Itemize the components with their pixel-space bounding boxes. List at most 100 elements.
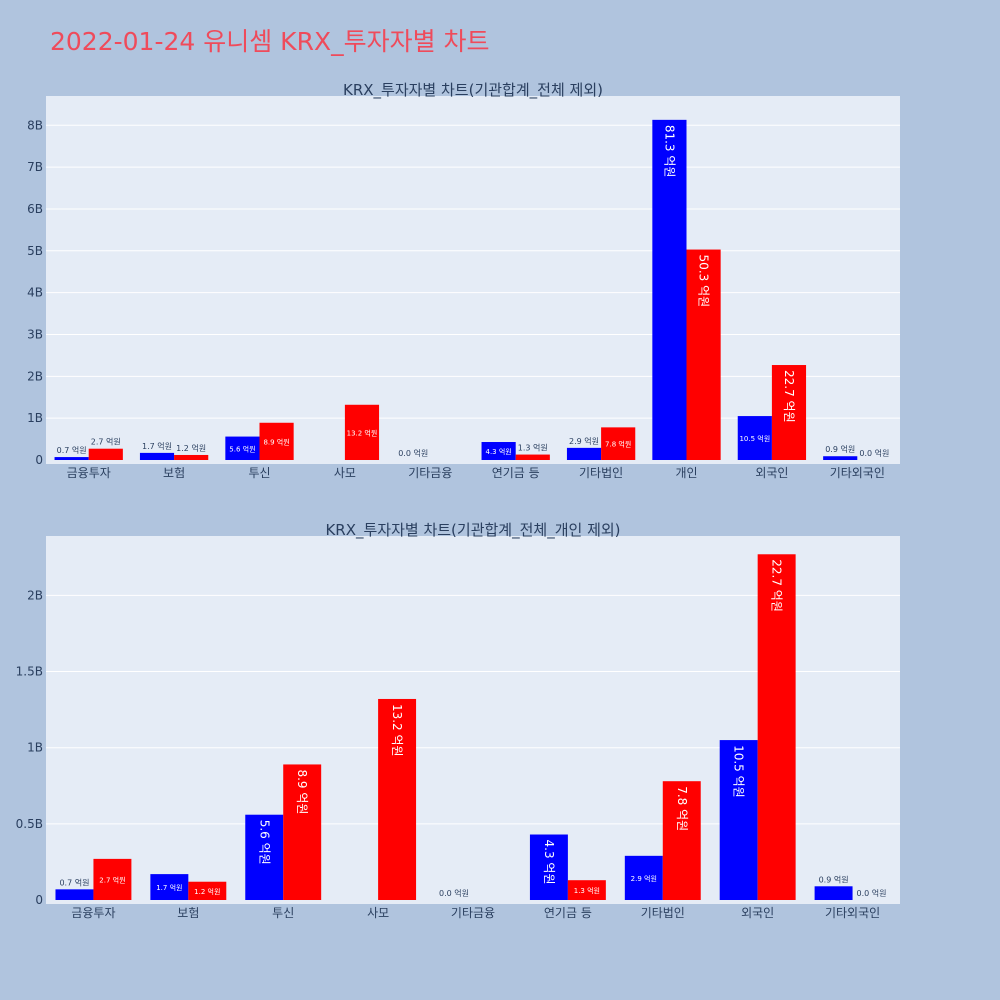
y-tick-label: 1.5B bbox=[16, 665, 43, 679]
bar-sell-3 bbox=[344, 404, 380, 460]
bar-sell-0 bbox=[88, 448, 123, 460]
bar-buy-0 bbox=[55, 889, 94, 900]
x-tick-label: 사모 bbox=[334, 466, 356, 480]
bar-sell-2 bbox=[259, 422, 294, 460]
data-label: 8.9 억원 bbox=[295, 769, 309, 814]
x-tick-label: 기타법인 bbox=[641, 906, 685, 920]
x-tick-label: 개인 bbox=[675, 466, 697, 480]
x-tick-label: 투신 bbox=[248, 466, 270, 480]
data-label: 4.3 억원 bbox=[485, 447, 511, 456]
bar-buy-0 bbox=[54, 457, 89, 460]
bar-buy-5 bbox=[529, 834, 568, 900]
data-label: 1.3 억원 bbox=[574, 886, 600, 895]
data-label: 2.9 억원 bbox=[631, 874, 657, 883]
y-tick-label: 0 bbox=[35, 453, 43, 467]
data-label: 0.0 억원 bbox=[439, 888, 469, 898]
bar-sell-2 bbox=[283, 764, 322, 900]
data-label: 2.7 억원 bbox=[99, 875, 125, 884]
x-tick-label: 금융투자 bbox=[71, 906, 115, 920]
x-tick-label: 사모 bbox=[367, 906, 389, 920]
x-tick-label: 기타외국인 bbox=[825, 906, 880, 920]
x-tick-label: 연기금 등 bbox=[492, 466, 540, 480]
data-label: 10.5 억원 bbox=[739, 434, 770, 443]
y-tick-label: 0.5B bbox=[16, 817, 43, 831]
bar-buy-2 bbox=[245, 814, 284, 900]
bar-buy-9 bbox=[823, 456, 858, 460]
bar-buy-6 bbox=[566, 447, 602, 460]
data-label: 1.3 억원 bbox=[518, 443, 548, 453]
x-tick-label: 보험 bbox=[163, 466, 185, 480]
data-label: 5.6 억원 bbox=[229, 444, 255, 453]
bar-sell-6 bbox=[662, 781, 701, 900]
data-label: 0.9 억원 bbox=[819, 874, 849, 884]
bar-sell-6 bbox=[601, 427, 636, 460]
y-tick-label: 6B bbox=[27, 202, 43, 216]
y-tick-label: 4B bbox=[27, 286, 43, 300]
x-tick-label: 기타외국인 bbox=[830, 466, 885, 480]
bar-buy-2 bbox=[225, 436, 260, 460]
chart-title: KRX_투자자별 차트(기관합계_전체_개인 제외) bbox=[325, 521, 620, 540]
x-tick-label: 기타법인 bbox=[579, 466, 623, 480]
x-tick-label: 기타금융 bbox=[451, 906, 495, 920]
bar-sell-3 bbox=[378, 698, 417, 900]
y-tick-label: 5B bbox=[27, 244, 43, 258]
y-tick-label: 1B bbox=[27, 411, 43, 425]
data-label: 1.2 억원 bbox=[194, 887, 220, 896]
data-label: 1.2 억원 bbox=[176, 443, 206, 453]
data-label: 22.7 억원 bbox=[782, 370, 796, 423]
bar-sell-1 bbox=[188, 881, 227, 900]
x-tick-label: 기타금융 bbox=[408, 466, 452, 480]
data-label: 13.2 억원 bbox=[347, 428, 378, 437]
bar-buy-1 bbox=[139, 452, 175, 460]
data-label: 0.7 억원 bbox=[59, 877, 89, 887]
x-tick-label: 외국인 bbox=[755, 466, 788, 480]
x-tick-label: 외국인 bbox=[741, 906, 774, 920]
plot-area bbox=[46, 96, 900, 464]
data-label: 1.7 억원 bbox=[156, 883, 182, 892]
chart-2: 0 0.5B 1B 1.5B 2B KRX_투자자별 차트(기관합계_전체_개인 제외) 금… bbox=[16, 521, 900, 920]
x-tick-label: 투신 bbox=[272, 906, 294, 920]
bar-sell-5 bbox=[567, 880, 606, 900]
data-label: 5.6 억원 bbox=[257, 820, 271, 865]
bar-sell-0 bbox=[93, 858, 132, 900]
bar-buy-8 bbox=[737, 416, 772, 460]
bar-buy-8 bbox=[814, 886, 853, 900]
x-tick-label: 보험 bbox=[177, 906, 199, 920]
y-tick-label: 7B bbox=[27, 160, 43, 174]
data-label: 1.7 억원 bbox=[142, 441, 172, 451]
data-label: 0.9 억원 bbox=[825, 444, 855, 454]
data-label: 7.8 억원 bbox=[605, 440, 631, 449]
data-label: 0.0 억원 bbox=[857, 888, 887, 898]
page-title: 2022-01-24 유니셈 KRX_투자자별 차트 bbox=[50, 27, 490, 56]
bar-sell-5 bbox=[515, 454, 550, 460]
x-tick-label: 연기금 등 bbox=[544, 906, 592, 920]
data-label: 13.2 억원 bbox=[390, 704, 404, 757]
data-label: 0.0 억원 bbox=[859, 448, 889, 458]
bar-sell-8 bbox=[771, 365, 807, 460]
data-label: 0.7 억원 bbox=[57, 445, 87, 455]
y-tick-label: 1B bbox=[27, 741, 43, 755]
bar-sell-7 bbox=[686, 249, 721, 460]
bar-buy-1 bbox=[150, 874, 189, 900]
y-tick-label: 2B bbox=[27, 369, 43, 383]
y-tick-label: 8B bbox=[27, 118, 43, 132]
chart-title: KRX_투자자별 차트(기관합계_전체 제외) bbox=[343, 81, 603, 100]
data-label: 0.0 억원 bbox=[398, 448, 428, 458]
data-label: 7.8 억원 bbox=[675, 786, 689, 831]
data-label: 2.9 억원 bbox=[569, 436, 599, 446]
data-label: 81.3 억원 bbox=[662, 125, 676, 178]
bar-buy-7 bbox=[719, 740, 758, 900]
x-tick-label: 금융투자 bbox=[67, 466, 111, 480]
y-tick-label: 0 bbox=[35, 893, 43, 907]
bar-buy-5 bbox=[481, 442, 516, 460]
data-label: 8.9 억원 bbox=[263, 437, 289, 446]
bar-sell-1 bbox=[174, 454, 209, 460]
data-label: 50.3 억원 bbox=[697, 255, 711, 308]
chart-1: 0 1B 2B 3B 4B 5B 6B 7B 8B KRX_투자자별 차트(기관합계_전체 제외)… bbox=[27, 81, 900, 480]
data-label: 4.3 억원 bbox=[542, 840, 556, 885]
data-label: 10.5 억원 bbox=[732, 745, 746, 798]
bar-buy-6 bbox=[624, 855, 663, 900]
bar-buy-7 bbox=[652, 119, 687, 461]
data-label: 2.7 억원 bbox=[91, 437, 121, 447]
